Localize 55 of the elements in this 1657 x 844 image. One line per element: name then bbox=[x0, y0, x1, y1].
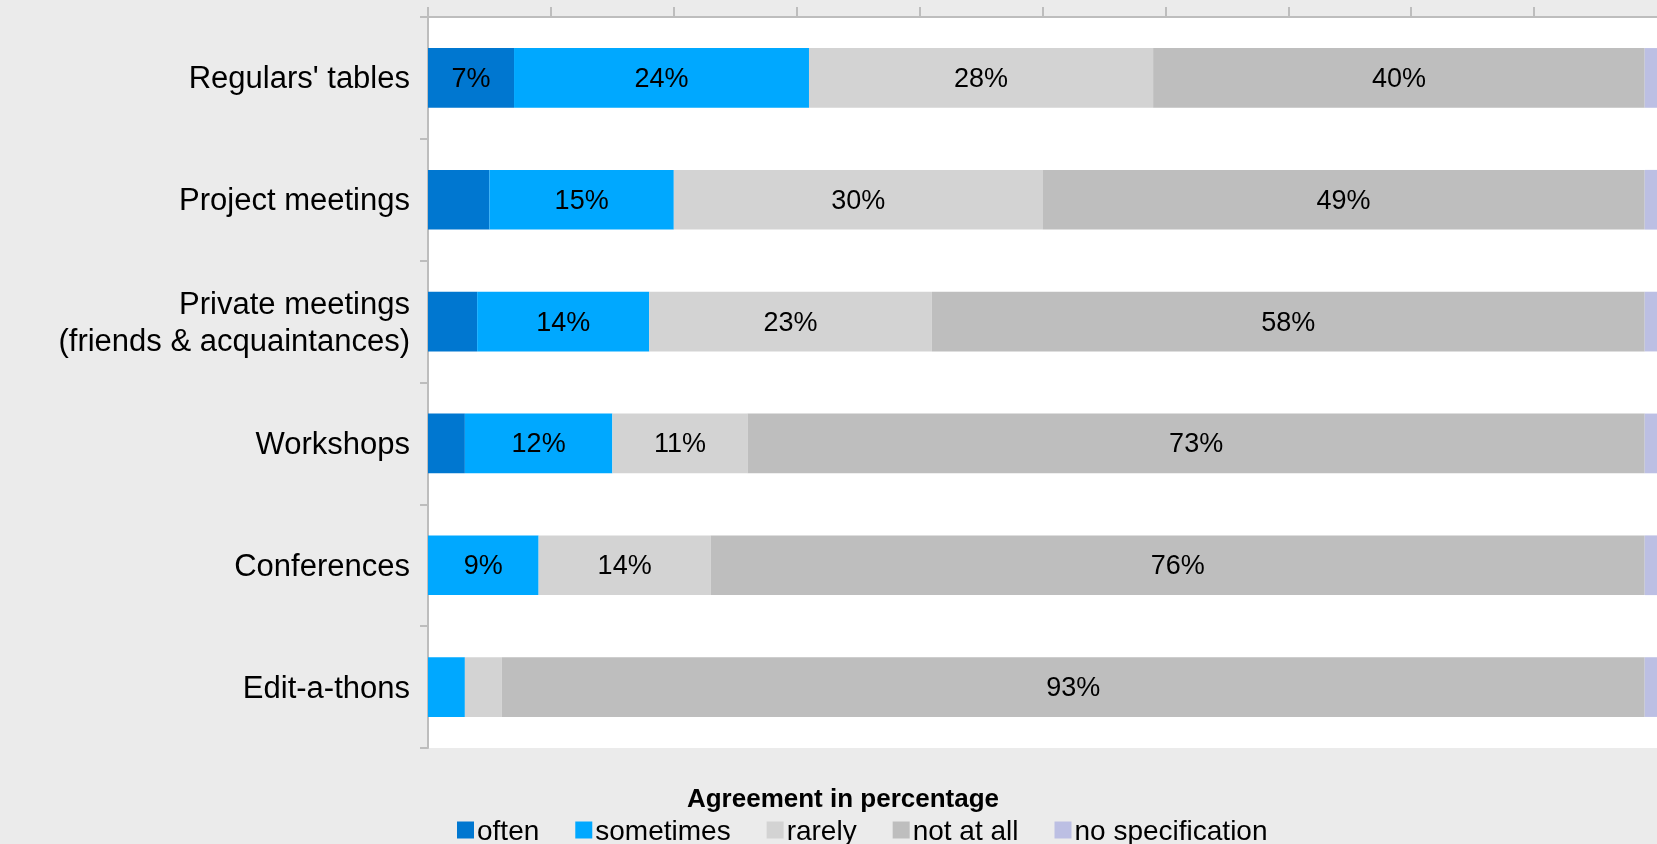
data-label: 76% bbox=[1150, 550, 1205, 581]
bar bbox=[1644, 48, 1657, 108]
data-label: 24% bbox=[634, 62, 689, 93]
bar bbox=[1644, 291, 1657, 352]
y-tick-label: Edit-a-thons bbox=[242, 669, 410, 705]
data-label: 15% bbox=[554, 184, 609, 215]
bar bbox=[514, 48, 809, 108]
legend-label: not at all bbox=[912, 814, 1019, 844]
bar bbox=[489, 169, 674, 230]
bar bbox=[931, 291, 1645, 352]
y-tick-label: Conferences bbox=[234, 547, 410, 583]
data-label: 49% bbox=[1316, 184, 1371, 215]
y-tick-label: Workshops bbox=[255, 425, 410, 461]
data-label: 40% bbox=[1371, 62, 1426, 93]
data-label: 9% bbox=[463, 550, 503, 581]
bar bbox=[428, 291, 478, 352]
bar bbox=[464, 413, 613, 474]
legend-label: sometimes bbox=[595, 814, 731, 844]
bar bbox=[428, 535, 539, 596]
y-tick-label: Private meetings (friends & acquaintances) bbox=[58, 285, 410, 358]
data-label: 14% bbox=[597, 550, 652, 581]
y-tick-label: Regulars' tables bbox=[188, 60, 410, 96]
data-label: 28% bbox=[954, 62, 1009, 93]
bar bbox=[428, 169, 490, 230]
data-label: 93% bbox=[1046, 672, 1101, 703]
bar bbox=[710, 535, 1645, 596]
bar bbox=[1644, 413, 1657, 474]
bar bbox=[808, 48, 1154, 108]
data-label: 23% bbox=[763, 306, 818, 337]
y-tick-label: Project meetings bbox=[179, 182, 410, 218]
bar bbox=[612, 413, 748, 474]
legend-title: Agreement in percentage bbox=[686, 783, 1000, 813]
bar bbox=[673, 169, 1043, 230]
data-label: 14% bbox=[536, 306, 591, 337]
data-label: 30% bbox=[831, 184, 886, 215]
bar bbox=[649, 291, 932, 352]
data-label: 58% bbox=[1261, 306, 1316, 337]
bar bbox=[428, 413, 465, 474]
bar bbox=[538, 535, 711, 596]
bar bbox=[1042, 169, 1645, 230]
bar bbox=[1644, 657, 1657, 717]
bar bbox=[477, 291, 650, 352]
bar bbox=[428, 657, 465, 717]
bar bbox=[501, 657, 1645, 717]
bar bbox=[747, 413, 1645, 474]
data-label: 7% bbox=[451, 62, 491, 93]
bar bbox=[1153, 48, 1645, 108]
bar bbox=[1644, 169, 1657, 230]
data-label: 11% bbox=[653, 428, 706, 459]
bar bbox=[464, 657, 502, 717]
legend-label: often bbox=[477, 814, 540, 844]
data-label: 73% bbox=[1169, 428, 1224, 459]
bar bbox=[1644, 535, 1657, 596]
data-label: 12% bbox=[511, 428, 566, 459]
bar bbox=[428, 48, 515, 108]
